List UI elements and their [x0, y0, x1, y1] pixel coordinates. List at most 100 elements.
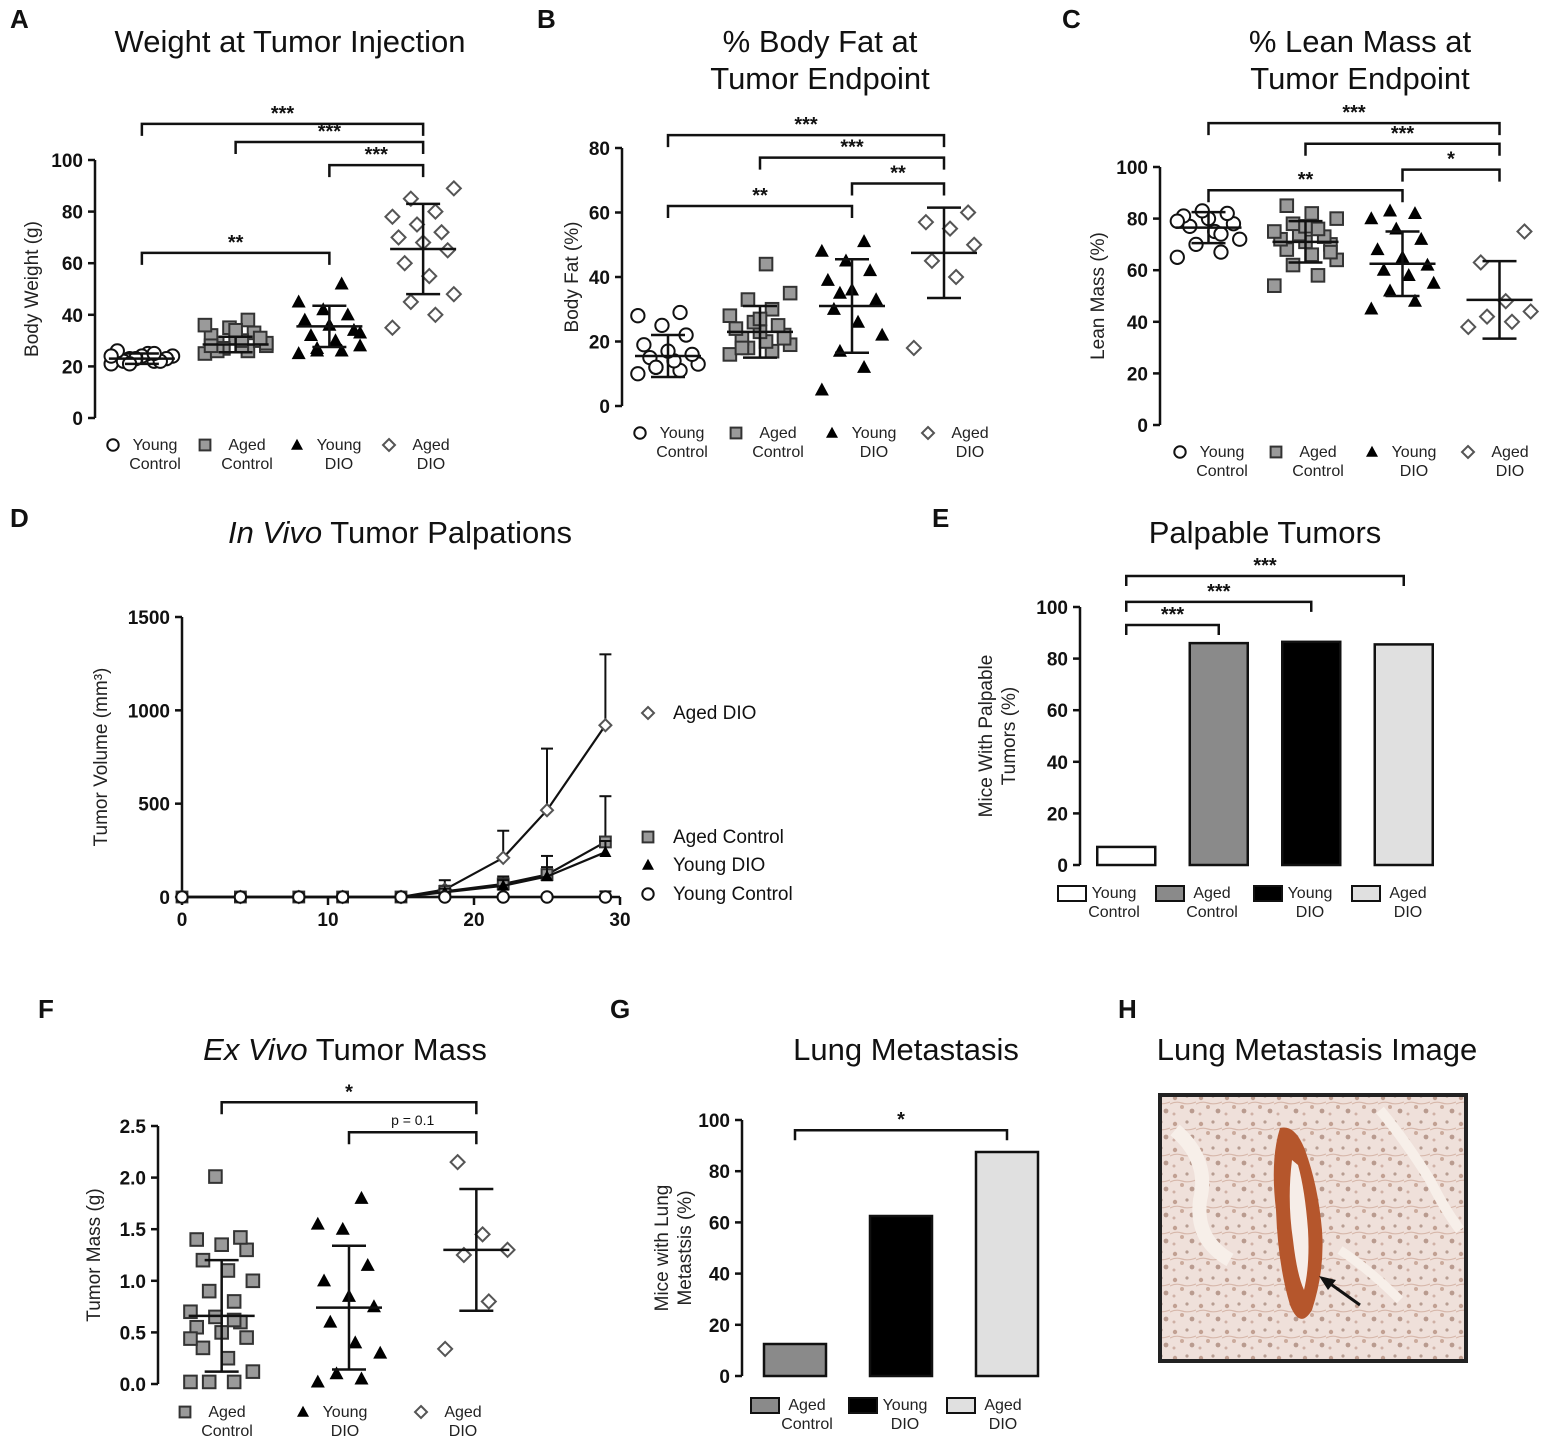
- panel-d-data-point: [292, 890, 306, 904]
- panel-e-title: Palpable Tumors: [1149, 515, 1382, 550]
- panel-b-significance-label: ***: [840, 137, 864, 159]
- panel-f-data-point: [220, 1350, 236, 1366]
- panel-a: A Weight at Tumor Injection 0 20 40 60 80 100…: [10, 4, 465, 473]
- panel-c-data-point: [1169, 249, 1185, 265]
- panel-c-data-point: [1459, 318, 1477, 336]
- panel-d-legend-label: Aged Control: [673, 827, 784, 848]
- panel-f-y-tick-label: 1.5: [120, 1220, 147, 1241]
- panel-h: H Lung Metastasis Image: [1118, 994, 1478, 1363]
- panel-c-legend-marker: [1460, 444, 1476, 460]
- panel-c-data-point: [1188, 236, 1204, 253]
- panel-b-title: % Body Fat at: [723, 24, 918, 59]
- panel-e-bar: [1281, 640, 1342, 867]
- panel-a-data-point: [316, 302, 331, 316]
- panel-b-data-point: [776, 330, 792, 346]
- panel-g-title: Lung Metastasis: [793, 1032, 1019, 1067]
- panel-e-legend-label: Aged: [1193, 885, 1230, 902]
- panel-c-significance-label: ***: [1342, 102, 1366, 124]
- panel-b-data-point: [965, 236, 983, 254]
- panel-a-significance-bracket: [234, 140, 425, 154]
- tissue-airway: [1376, 1106, 1465, 1233]
- panel-a-data-point: [297, 312, 312, 326]
- panel-b-significance-bracket: [666, 204, 854, 219]
- panel-f-significance-bracket: [347, 1130, 478, 1145]
- panel-a-legend-marker: [381, 437, 397, 453]
- panel-a-legend-label: Control: [221, 456, 273, 473]
- panel-b-letter: B: [537, 4, 556, 34]
- panel-c-data-point: [1213, 226, 1229, 242]
- panel-a-data-point: [402, 293, 420, 311]
- panel-g-y-axis-label: Mice with Lung: [652, 1185, 673, 1312]
- panel-e-significance-label: ***: [1253, 555, 1277, 577]
- panel-a-data-point: [426, 306, 444, 324]
- panel-e-y-tick-label: 0: [1057, 856, 1068, 877]
- panel-d-data-point: [233, 890, 248, 904]
- panel-a-data-point: [383, 319, 401, 337]
- panel-g-legend-swatch: [946, 1397, 976, 1414]
- panel-f-data-point: [220, 1263, 236, 1278]
- panel-h-title: Lung Metastasis Image: [1157, 1032, 1478, 1067]
- panel-g-legend-label: Control: [781, 1416, 833, 1433]
- panel-g-bar: [762, 1342, 828, 1378]
- panel-c-y-tick-label: 40: [1127, 313, 1148, 334]
- panel-e-significance-label: ***: [1161, 604, 1185, 626]
- panel-b-data-point: [832, 285, 847, 299]
- panel-b-legend-label: Young: [660, 425, 705, 442]
- panel-c-data-point: [1304, 247, 1320, 263]
- panel-d-data-point: [599, 845, 612, 857]
- panel-g-legend-swatch: [750, 1397, 780, 1414]
- panel-e-legend-swatch: [1253, 885, 1283, 902]
- panel-f-data-point: [366, 1299, 381, 1313]
- panel-c-legend-label: Control: [1196, 463, 1248, 480]
- panel-d-data-point: [539, 802, 555, 818]
- panel-b-data-point: [722, 347, 738, 362]
- panel-f-title-rest: Tumor Mass: [308, 1032, 487, 1067]
- panel-f-data-point: [354, 1190, 369, 1204]
- panel-e-legend-label: Control: [1186, 904, 1238, 921]
- panel-b-legend-label: Control: [752, 444, 804, 461]
- panel-f-legend-label: Aged: [208, 1404, 245, 1421]
- panel-d-data-point: [497, 879, 510, 891]
- panel-f: F Ex Vivo Tumor Mass 0.0 0.5 1.0 1.5 2.0 2.5 T…: [38, 994, 516, 1440]
- panel-d-x-tick-label: 30: [609, 910, 630, 931]
- panel-c-data-point: [1213, 244, 1229, 260]
- panel-f-data-point: [245, 1364, 261, 1379]
- panel-f-data-point: [436, 1340, 454, 1358]
- panel-b-data-point: [820, 272, 835, 286]
- panel-b-data-point: [869, 292, 884, 306]
- panel-a-legend-label: DIO: [325, 456, 353, 473]
- panel-a-data-point: [445, 179, 463, 197]
- panel-a-y-tick-label: 100: [51, 151, 83, 172]
- panel-c-data-point: [1364, 211, 1379, 225]
- panel-a-data-point: [340, 307, 355, 321]
- panel-g-y-tick-label: 60: [709, 1213, 730, 1234]
- panel-b-data-point: [758, 256, 774, 272]
- panel-f-y-tick-label: 2.0: [120, 1169, 146, 1190]
- panel-e-legend-label: DIO: [1296, 904, 1324, 921]
- panel-a-data-point: [303, 328, 318, 342]
- panel-c-y-tick-label: 20: [1127, 364, 1148, 385]
- panel-e-legend-swatch: [1155, 885, 1185, 902]
- panel-c-letter: C: [1062, 4, 1081, 34]
- panel-f-data-point: [348, 1335, 363, 1349]
- panel-f-data-point: [233, 1230, 248, 1245]
- panel-b-data-point: [863, 263, 878, 277]
- panel-c-significance-bracket: [1207, 121, 1501, 136]
- panel-f-plot: 0.0 0.5 1.0 1.5 2.0 2.5 Tumor Mass (g) * p = 0.1…: [84, 1081, 516, 1440]
- panel-b-title-line2: Tumor Endpoint: [710, 61, 930, 96]
- panel-b-data-point: [814, 243, 829, 257]
- panel-b-y-tick-label: 40: [589, 268, 610, 289]
- panel-f-data-point: [183, 1374, 198, 1390]
- panel-d-y-tick-label: 500: [138, 795, 170, 816]
- panel-a-y-tick-label: 80: [62, 203, 83, 224]
- panel-g-y-tick-label: 40: [709, 1265, 730, 1286]
- panel-c-legend-marker: [1366, 445, 1378, 457]
- panel-a-data-point: [433, 223, 450, 241]
- panel-e-legend-label: Control: [1088, 904, 1140, 921]
- panel-c-significance-label: *: [1447, 149, 1455, 171]
- panel-b-legend-label: Control: [656, 444, 708, 461]
- panel-a-data-point: [420, 267, 438, 285]
- panel-c-data-point: [1383, 203, 1398, 217]
- panel-c-data-point: [1364, 301, 1379, 315]
